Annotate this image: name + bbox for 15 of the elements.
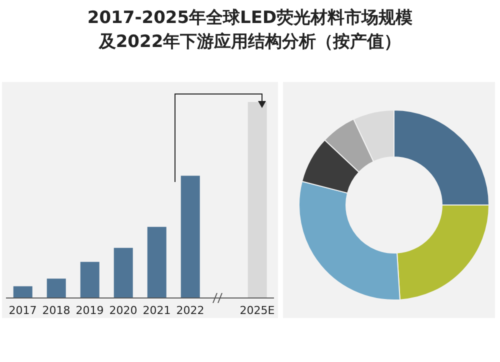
x-tick-label: 2020 bbox=[109, 304, 138, 317]
bar bbox=[13, 286, 32, 298]
x-tick-label: 2022 bbox=[176, 304, 204, 317]
x-tick-label: 2025E bbox=[240, 304, 275, 317]
bar bbox=[180, 176, 200, 298]
x-tick-label: 2019 bbox=[76, 304, 104, 317]
bar bbox=[80, 262, 100, 298]
chart-title: 2017-2025年全球LED荧光材料市场规模及2022年下游应用结构分析（按产值） bbox=[86, 7, 414, 54]
x-tick-label: 2021 bbox=[142, 304, 171, 317]
bar bbox=[248, 102, 267, 298]
x-tick-label: 2018 bbox=[42, 304, 70, 317]
bar bbox=[147, 226, 166, 298]
x-tick-label: 2017 bbox=[8, 304, 37, 317]
bar bbox=[114, 248, 133, 298]
bar bbox=[46, 278, 66, 298]
